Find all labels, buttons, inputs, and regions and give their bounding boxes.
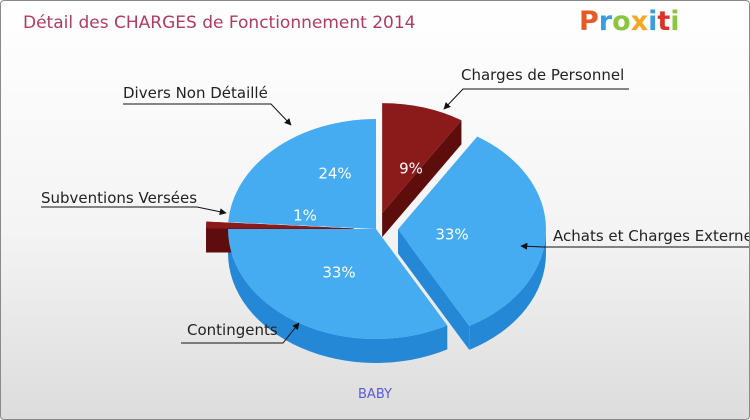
logo-letter: t (657, 6, 671, 37)
pie-slice (382, 103, 462, 214)
logo-letter: P (579, 6, 599, 37)
slice-percent-label: 9% (399, 160, 423, 178)
leader-line (123, 103, 292, 126)
pie-slice (228, 229, 448, 339)
logo-letter: r (598, 6, 613, 37)
logo-letter: o (612, 6, 631, 37)
slice-category-label: Divers Non Détaillé (123, 84, 268, 102)
pie-slice-side (469, 229, 546, 350)
leader-line (443, 88, 629, 110)
pie-slice (397, 136, 546, 326)
logo-letter: i (670, 6, 680, 37)
pie-slice (228, 119, 376, 229)
pie-tops (206, 103, 546, 339)
category-label: BABY (358, 387, 392, 402)
slice-percent-label: 1% (293, 207, 317, 225)
slice-percent-label: 33% (322, 264, 355, 282)
logo-letter: x (630, 6, 649, 37)
pie-slice-edge (397, 229, 470, 350)
slice-category-label: Charges de Personnel (461, 66, 624, 84)
slice-percent-label: 24% (318, 165, 351, 183)
slice-category-label: Achats et Charges Externes (553, 227, 749, 245)
leader-line (520, 242, 749, 250)
pie-slice-edge (382, 120, 462, 238)
proxiti-logo[interactable]: Proxiti (579, 6, 680, 37)
leader-line (41, 206, 227, 216)
logo-letter: i (648, 6, 658, 37)
slice-category-label: Subventions Versées (41, 189, 197, 207)
slice-category-label: Contingents (187, 321, 278, 339)
pie-slice-side (228, 229, 448, 363)
pie-slice (206, 221, 355, 229)
chart-title: Détail des CHARGES de Fonctionnement 201… (23, 13, 416, 33)
leader-line (181, 322, 300, 344)
slice-percent-label: 33% (435, 226, 468, 244)
